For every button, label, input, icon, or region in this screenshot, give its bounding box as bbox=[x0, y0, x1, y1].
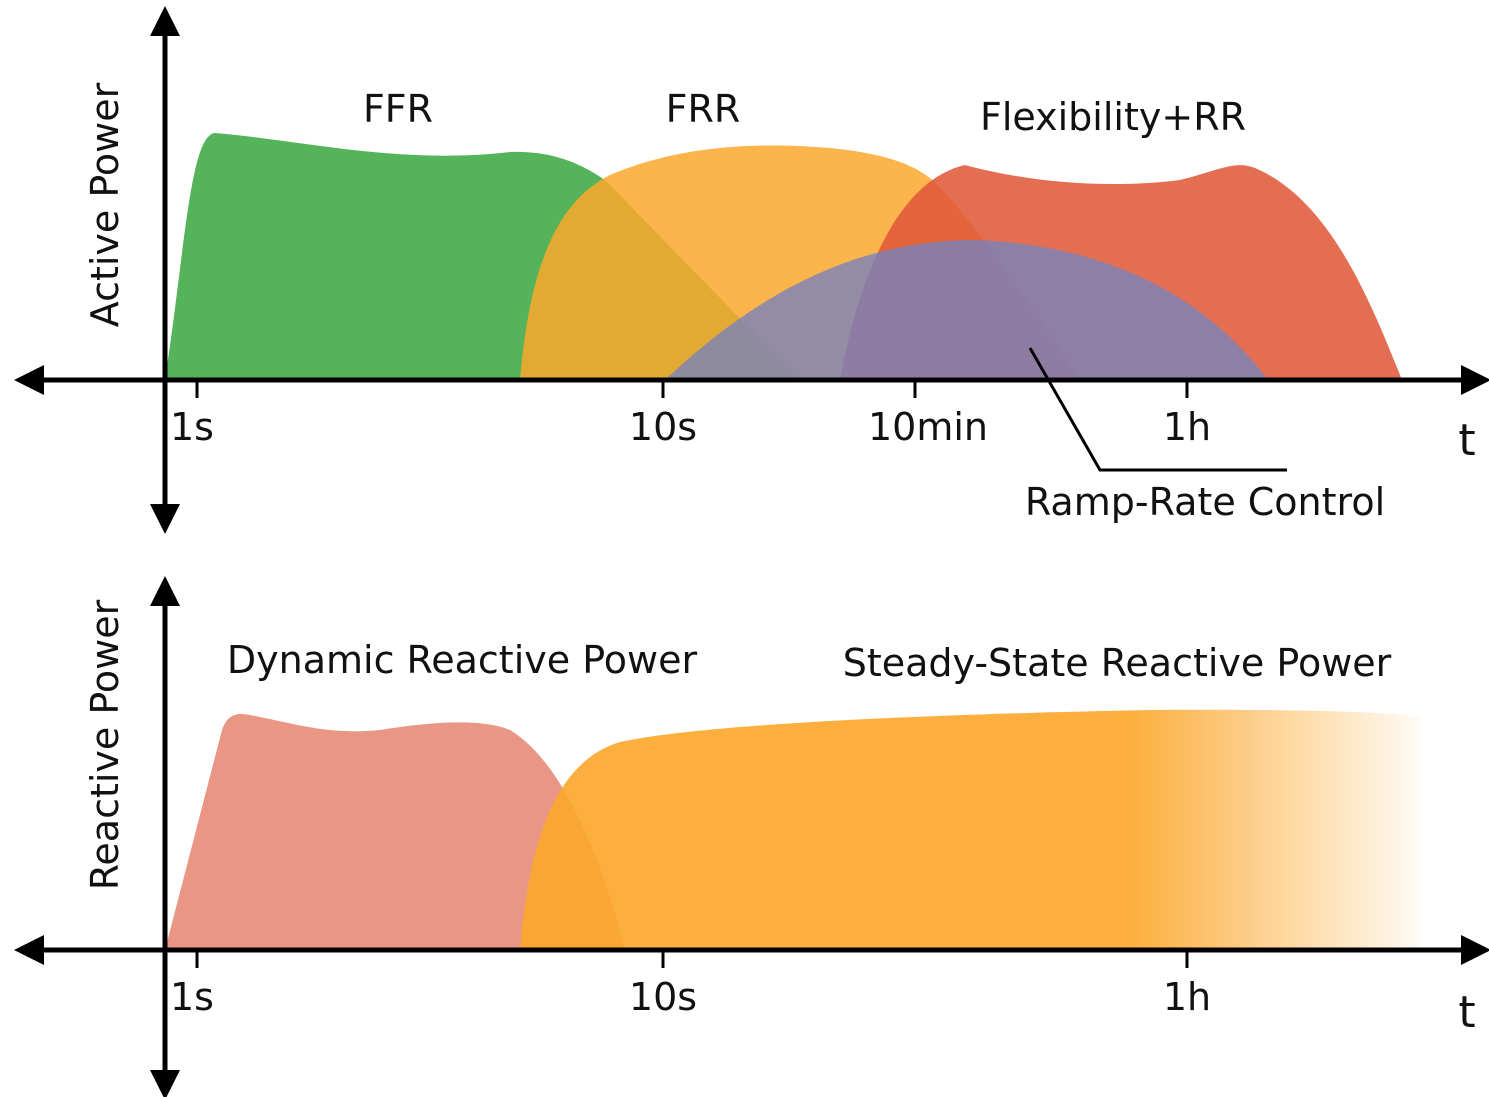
y-label: Reactive Power bbox=[83, 599, 127, 890]
tick-label: 1h bbox=[1163, 975, 1211, 1019]
x-label: t bbox=[1458, 415, 1475, 466]
region-label: Flexibility+RR bbox=[980, 95, 1246, 139]
annotation: Ramp-Rate Control bbox=[1025, 480, 1385, 524]
region-label: Steady-State Reactive Power bbox=[843, 641, 1392, 685]
region-label: FFR bbox=[363, 87, 433, 131]
region-label: FRR bbox=[666, 87, 741, 131]
tick-label: 10s bbox=[629, 975, 697, 1019]
region-label: Dynamic Reactive Power bbox=[227, 638, 698, 682]
tick-label: 10s bbox=[629, 405, 697, 449]
tick-label: 1s bbox=[170, 405, 214, 449]
y-label: Active Power bbox=[83, 82, 127, 327]
tick-label: 10min bbox=[868, 405, 988, 449]
leader-line bbox=[1028, 347, 1287, 472]
tick-label: 1h bbox=[1163, 405, 1211, 449]
steady-area bbox=[520, 709, 1420, 950]
x-label: t bbox=[1458, 987, 1475, 1038]
dynamic-area bbox=[165, 713, 625, 950]
ramp-area bbox=[665, 240, 1268, 380]
tick-label: 1s bbox=[170, 975, 214, 1019]
